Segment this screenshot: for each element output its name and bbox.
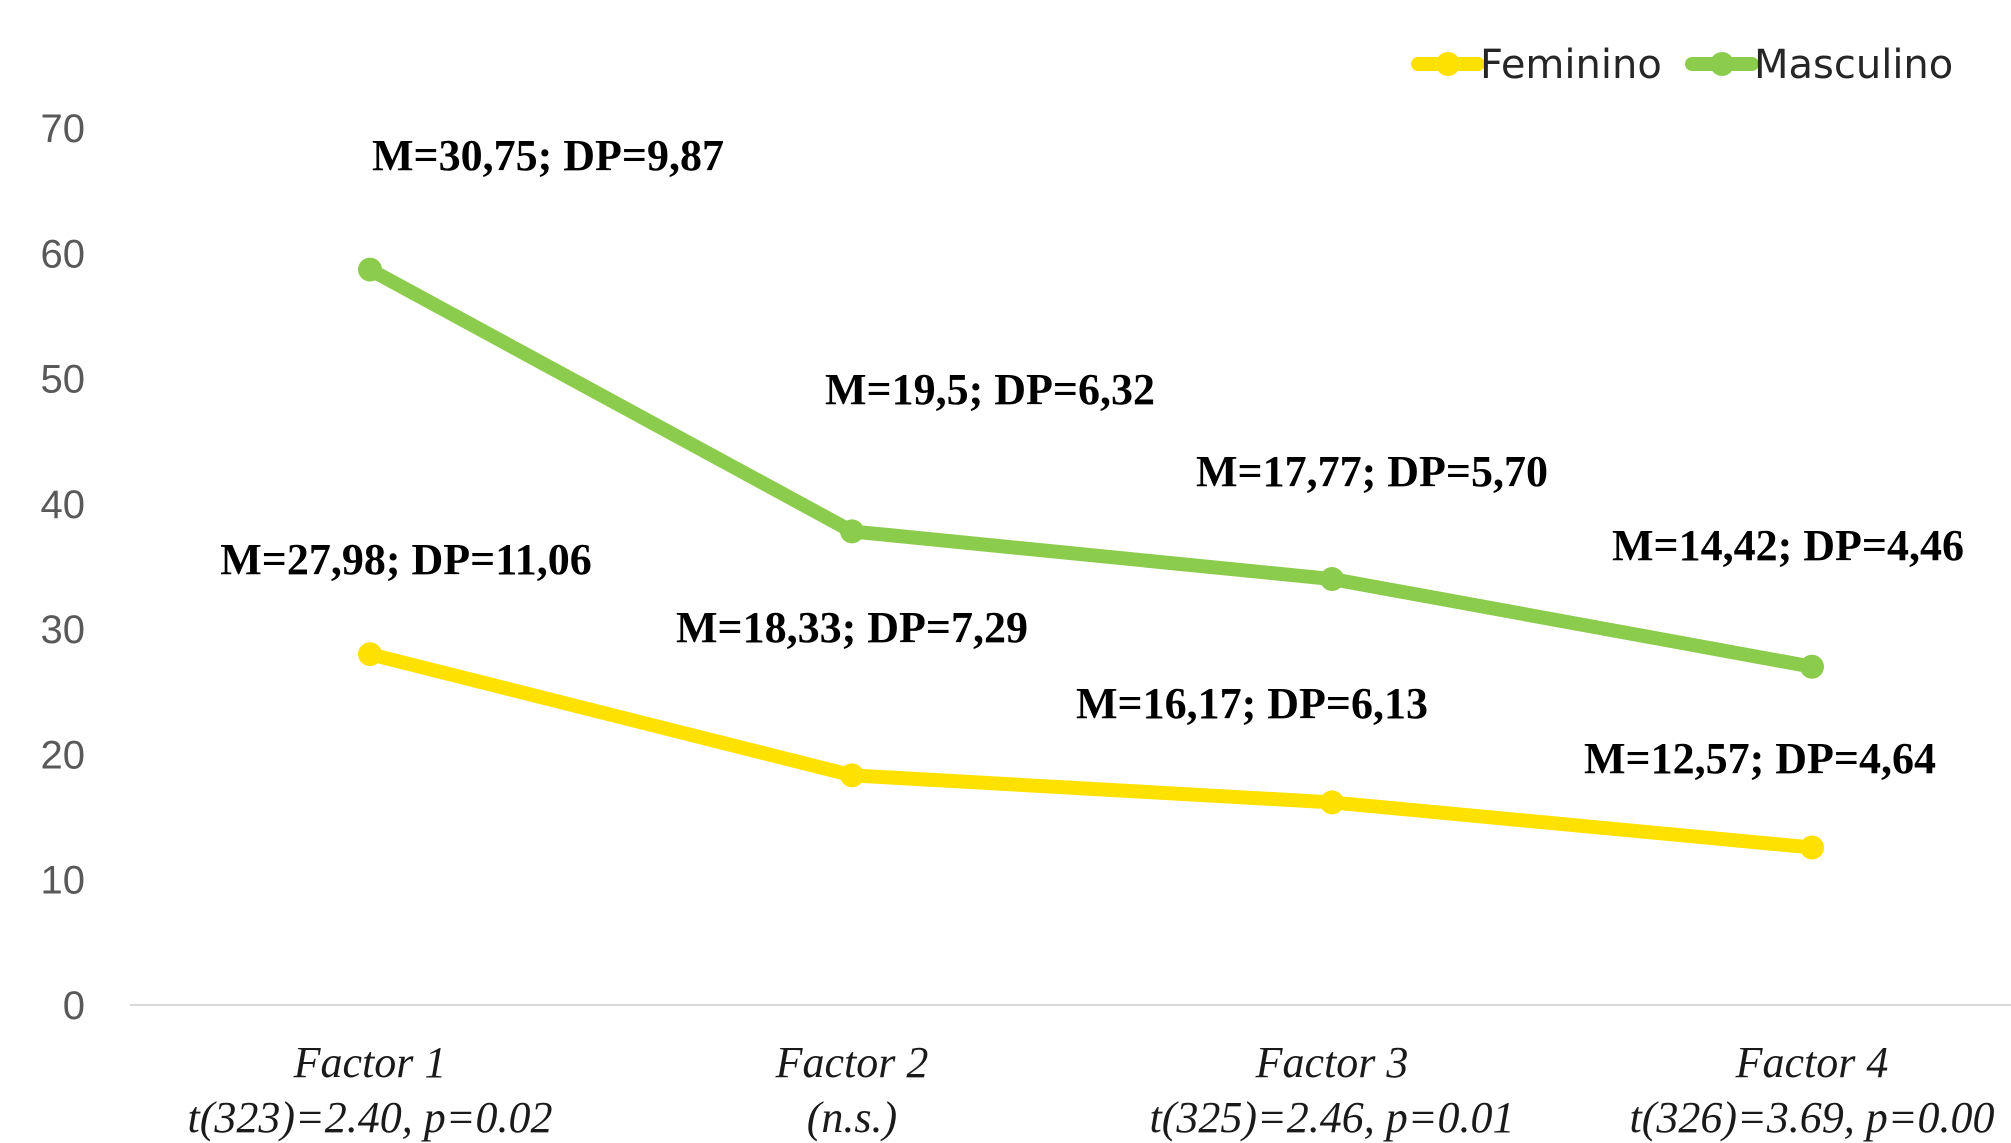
data-point-feminino bbox=[358, 642, 382, 667]
x-tick-label: Factor 2 bbox=[775, 1038, 929, 1087]
legend-label-masculino: Masculino bbox=[1754, 42, 1953, 88]
x-tick-sublabel: t(326)=3.69, p=0.00 bbox=[1630, 1093, 1995, 1142]
y-tick-label: 10 bbox=[41, 859, 86, 903]
y-tick-label: 60 bbox=[41, 232, 86, 276]
legend-swatch-marker-feminino bbox=[1436, 52, 1460, 76]
y-tick-label: 40 bbox=[41, 483, 86, 527]
y-tick-label: 50 bbox=[41, 358, 86, 402]
x-tick-label: Factor 1 bbox=[293, 1038, 447, 1087]
y-tick-label: 70 bbox=[41, 107, 86, 151]
y-tick-label: 20 bbox=[41, 733, 86, 777]
y-axis: 0 10 20 30 40 50 60 70 bbox=[41, 107, 86, 1028]
data-label: M=27,98; DP=11,06 bbox=[220, 535, 592, 584]
data-point-masculino bbox=[1320, 567, 1344, 592]
x-tick-sublabel: t(325)=2.46, p=0.01 bbox=[1150, 1093, 1515, 1142]
annotation-layer: M=27,98; DP=11,06 M=18,33; DP=7,29 M=16,17… bbox=[220, 131, 1964, 783]
data-point-feminino bbox=[840, 763, 864, 788]
data-label: M=14,42; DP=4,46 bbox=[1612, 521, 1964, 570]
legend: Feminino Masculino bbox=[1411, 42, 1953, 88]
data-label: M=18,33; DP=7,29 bbox=[676, 603, 1028, 652]
x-tick-label: Factor 4 bbox=[1735, 1038, 1889, 1087]
data-label: M=17,77; DP=5,70 bbox=[1196, 447, 1548, 496]
legend-label-feminino: Feminino bbox=[1480, 42, 1662, 88]
data-label: M=30,75; DP=9,87 bbox=[372, 131, 724, 180]
data-label: M=16,17; DP=6,13 bbox=[1076, 679, 1428, 728]
data-point-feminino bbox=[1800, 835, 1824, 860]
data-label: M=12,57; DP=4,64 bbox=[1584, 734, 1936, 783]
series-line-feminino bbox=[363, 647, 1819, 855]
x-tick-sublabel: t(323)=2.40, p=0.02 bbox=[188, 1093, 553, 1142]
legend-swatch-marker-masculino bbox=[1710, 52, 1734, 76]
y-tick-label: 30 bbox=[41, 608, 86, 652]
data-label: M=19,5; DP=6,32 bbox=[825, 365, 1155, 414]
series-layer bbox=[358, 257, 1824, 860]
y-tick-label: 0 bbox=[63, 984, 85, 1028]
data-point-masculino bbox=[358, 257, 382, 282]
x-axis: Factor 1 t(323)=2.40, p=0.02 Factor 2 (n.s.… bbox=[188, 1038, 1995, 1142]
data-point-masculino bbox=[1800, 654, 1824, 679]
data-point-feminino bbox=[1320, 790, 1344, 815]
x-tick-sublabel: (n.s.) bbox=[807, 1093, 897, 1142]
data-point-masculino bbox=[840, 519, 864, 544]
x-tick-label: Factor 3 bbox=[1255, 1038, 1409, 1087]
series-line-masculino bbox=[363, 262, 1819, 674]
